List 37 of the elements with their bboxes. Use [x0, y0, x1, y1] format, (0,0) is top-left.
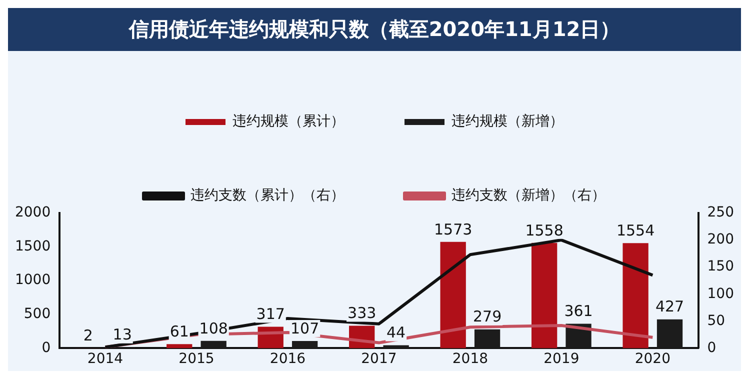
y-tick-label: 0 [42, 340, 51, 356]
legend-label: 违约支数（新增）（右） [452, 188, 606, 204]
data-label: 13 [112, 326, 132, 344]
x-tick-label: 2020 [634, 351, 670, 368]
y-tick-label: 2000 [14, 204, 51, 221]
data-label: 107 [290, 319, 320, 338]
x-tick-label: 2017 [361, 351, 397, 368]
chart-title: 信用债近年违约规模和只数（截至2020年11月12日） [8, 8, 741, 51]
y-tick-label: 1000 [14, 272, 51, 288]
legend-label: 违约支数（累计）（右） [190, 188, 344, 204]
data-label: 279 [472, 308, 502, 326]
data-label: 333 [348, 304, 376, 322]
y2-tick-label: 150 [707, 258, 734, 275]
y2-tick-label: 200 [707, 232, 734, 248]
data-label: 2 [83, 326, 93, 344]
y2-tick-label: 100 [707, 286, 734, 302]
data-label: 317 [256, 305, 285, 324]
data-label: 1573 [434, 220, 472, 238]
data-label: 1558 [525, 221, 564, 240]
legend-label: 违约规模（新增） [452, 114, 564, 130]
x-tick-label: 2018 [452, 351, 488, 368]
y2-tick-label: 250 [707, 204, 734, 221]
data-label: 108 [199, 319, 228, 338]
data-label: 427 [655, 298, 684, 316]
x-tick-label: 2019 [544, 351, 580, 368]
legend-label: 违约规模（累计） [232, 114, 344, 130]
data-label: 1554 [616, 222, 655, 240]
y-tick-label: 1500 [14, 238, 51, 254]
data-label: 61 [170, 322, 189, 340]
data-label: 361 [564, 302, 593, 320]
x-tick-label: 2016 [270, 351, 306, 368]
data-label: 44 [386, 324, 406, 342]
y-tick-label: 500 [24, 306, 51, 322]
y2-tick-label: 0 [707, 340, 716, 356]
x-tick-label: 2014 [87, 351, 124, 368]
x-tick-label: 2015 [178, 351, 214, 368]
y2-tick-label: 50 [707, 312, 726, 329]
